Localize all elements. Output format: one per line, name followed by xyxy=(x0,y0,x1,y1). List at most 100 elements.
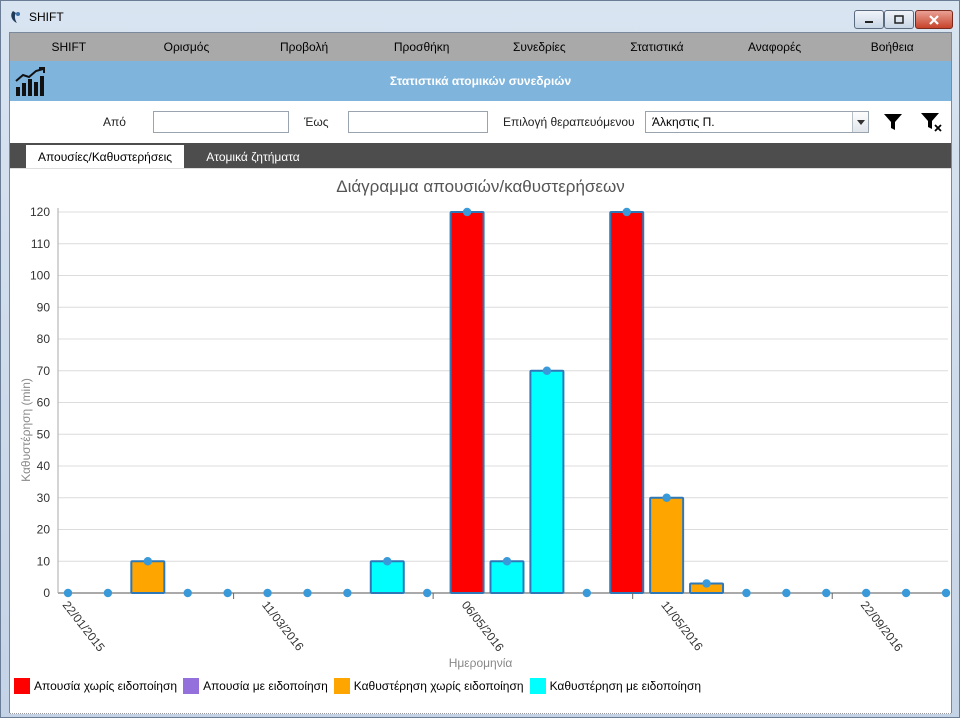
tab-absences-delays[interactable]: Απουσίες/Καθυστερήσεις xyxy=(26,145,184,168)
close-button[interactable] xyxy=(915,10,953,29)
menu-bar: SHIFT Ορισμός Προβολή Προσθήκη Συνεδρίες… xyxy=(10,33,951,61)
menu-sessions[interactable]: Συνεδρίες xyxy=(512,40,566,54)
data-point xyxy=(542,366,552,375)
page-title: Στατιστικά ατομικών συνεδριών xyxy=(389,74,572,88)
data-point xyxy=(343,588,352,598)
data-point xyxy=(742,588,751,598)
data-point xyxy=(143,557,153,566)
legend-swatch-late-notice xyxy=(529,678,546,694)
data-point xyxy=(183,588,192,598)
legend-item: Καθυστέρηση χωρίς ειδοποίηση xyxy=(333,678,524,694)
y-tick-label: 10 xyxy=(37,554,51,568)
statistics-chart-icon xyxy=(15,67,45,96)
legend-swatch-absent-notice xyxy=(183,678,200,694)
chart-bar xyxy=(369,560,405,594)
legend-item: Απουσία χωρίς ειδοποίηση xyxy=(14,678,177,694)
from-date-input[interactable] xyxy=(153,111,289,133)
chart-bar xyxy=(529,369,565,594)
data-point xyxy=(861,588,871,598)
x-tick-label: 11/03/2016 xyxy=(259,598,307,654)
window-title: SHIFT xyxy=(29,10,64,24)
chevron-down-icon xyxy=(856,119,865,125)
filter-bar: Από Έως Επιλογή θεραπευόμενου Άλκηστις Π… xyxy=(10,101,951,141)
x-tick-label: 06/05/2016 xyxy=(459,598,507,654)
to-date-input[interactable] xyxy=(348,111,488,133)
tab-individual-issues[interactable]: Ατομικά ζητήματα xyxy=(206,149,300,164)
minimize-button[interactable] xyxy=(854,10,884,29)
y-tick-label: 50 xyxy=(37,427,51,441)
x-axis-label: Ημερομηνία xyxy=(448,656,513,670)
apply-filter-button[interactable] xyxy=(881,110,905,134)
data-point xyxy=(303,588,312,598)
data-point xyxy=(422,588,432,598)
data-point xyxy=(941,588,951,598)
menu-shift[interactable]: SHIFT xyxy=(51,40,87,54)
data-point xyxy=(383,557,392,566)
x-tick-label: 22/09/2016 xyxy=(858,598,906,654)
app-logo-icon xyxy=(11,11,20,23)
clear-filter-icon xyxy=(921,113,942,132)
menu-add[interactable]: Προσθήκη xyxy=(393,40,450,54)
chart-bar xyxy=(649,496,685,594)
x-tick-label: 11/05/2016 xyxy=(658,598,706,654)
close-icon xyxy=(929,14,939,25)
menu-help[interactable]: Βοήθεια xyxy=(870,40,914,54)
y-tick-label: 110 xyxy=(31,237,50,251)
legend-swatch-absent-no-notice xyxy=(14,678,30,694)
data-point xyxy=(582,588,592,598)
data-point xyxy=(702,579,711,588)
data-point xyxy=(502,557,512,566)
patient-select[interactable]: Άλκηστις Π. xyxy=(645,111,869,133)
legend-label: Καθυστέρηση χωρίς ειδοποίηση xyxy=(353,679,524,693)
patient-label: Επιλογή θεραπευόμενου xyxy=(503,115,635,129)
legend-item: Απουσία με ειδοποίηση xyxy=(183,678,328,694)
y-tick-label: 120 xyxy=(30,205,50,219)
y-tick-label: 40 xyxy=(37,459,51,473)
chart-bar xyxy=(449,211,485,594)
data-point xyxy=(103,588,113,598)
bar-chart: 0 10 20 30 40 50 60 70 80 90 100 110 120 22/01/2015 11… xyxy=(30,205,951,654)
chart-legend: Απουσία χωρίς ειδοποίηση Απουσία με ειδο… xyxy=(14,676,707,696)
y-tick-label: 80 xyxy=(37,332,51,346)
data-point xyxy=(63,588,73,598)
tab-bar: Απουσίες/Καθυστερήσεις Ατομικά ζητήματα xyxy=(10,143,951,168)
legend-label: Απουσία χωρίς ειδοποίηση xyxy=(34,679,178,693)
data-point xyxy=(901,588,911,598)
y-tick-label: 90 xyxy=(37,300,51,314)
y-axis-label: Καθυστέρηση (min) xyxy=(19,378,33,482)
data-point xyxy=(462,207,472,217)
client-area: SHIFT Ορισμός Προβολή Προσθήκη Συνεδρίες… xyxy=(9,32,952,714)
y-tick-label: 0 xyxy=(43,586,50,600)
title-bar: SHIFT xyxy=(1,1,959,31)
chart-title: Διάγραμμα απουσιών/καθυστερήσεων xyxy=(336,177,625,196)
legend-label: Απουσία με ειδοποίηση xyxy=(203,679,328,693)
status-separator xyxy=(10,711,951,714)
data-point xyxy=(782,588,791,598)
legend-item: Καθυστέρηση με ειδοποίηση xyxy=(529,678,701,694)
to-label: Έως xyxy=(304,115,329,129)
chart-panel: 0 10 20 30 40 50 60 70 80 90 100 110 120 22/01/2015 11… xyxy=(10,168,951,714)
maximize-button[interactable] xyxy=(884,10,914,29)
y-tick-label: 60 xyxy=(37,396,51,410)
menu-reports[interactable]: Αναφορές xyxy=(747,40,802,54)
chart-bar xyxy=(489,560,525,594)
data-point xyxy=(622,207,631,217)
menu-statistics[interactable]: Στατιστικά xyxy=(630,40,684,54)
from-label: Από xyxy=(103,115,126,129)
data-point xyxy=(662,493,671,502)
menu-define[interactable]: Ορισμός xyxy=(163,40,210,54)
y-tick-label: 20 xyxy=(37,523,51,537)
data-point xyxy=(822,588,831,598)
x-tick-label: 22/01/2015 xyxy=(60,598,108,654)
data-point xyxy=(223,588,232,598)
y-tick-label: 100 xyxy=(30,269,50,283)
chart-bar xyxy=(130,560,166,594)
filter-icon xyxy=(884,114,902,130)
patient-dropdown-button[interactable] xyxy=(852,112,868,132)
menu-view[interactable]: Προβολή xyxy=(279,40,329,54)
clear-filter-button[interactable] xyxy=(920,110,944,134)
y-tick-label: 30 xyxy=(37,491,51,505)
section-header: Στατιστικά ατομικών συνεδριών xyxy=(10,61,951,101)
minimize-icon xyxy=(865,20,873,23)
